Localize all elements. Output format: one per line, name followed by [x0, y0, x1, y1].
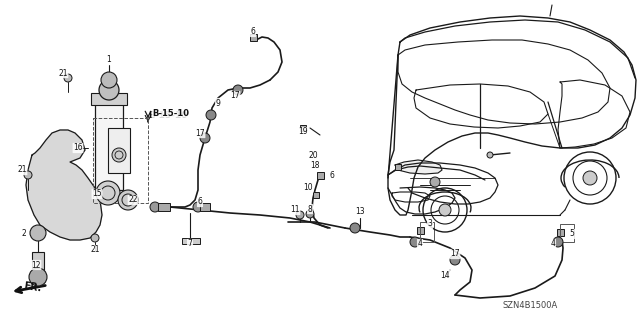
Bar — [95, 100, 123, 190]
Circle shape — [200, 133, 210, 143]
Text: 15: 15 — [92, 189, 102, 198]
Circle shape — [64, 74, 72, 82]
Circle shape — [350, 223, 360, 233]
Text: B-15-10: B-15-10 — [148, 110, 188, 120]
Circle shape — [450, 255, 460, 265]
Bar — [250, 34, 257, 41]
Circle shape — [306, 210, 314, 218]
Text: 2: 2 — [22, 228, 26, 238]
Circle shape — [430, 177, 440, 187]
Circle shape — [112, 148, 126, 162]
Polygon shape — [26, 130, 102, 240]
Circle shape — [101, 72, 117, 88]
Circle shape — [439, 204, 451, 216]
Bar — [300, 125, 306, 131]
Text: 12: 12 — [31, 261, 41, 270]
Circle shape — [206, 110, 216, 120]
Text: B-15-10: B-15-10 — [152, 108, 189, 117]
Text: 17: 17 — [450, 249, 460, 258]
Bar — [395, 164, 401, 170]
Text: 19: 19 — [298, 128, 308, 137]
Text: 6: 6 — [251, 27, 255, 36]
Bar — [182, 238, 200, 244]
Bar — [200, 203, 210, 211]
Circle shape — [96, 181, 120, 205]
Circle shape — [29, 268, 47, 286]
Circle shape — [233, 85, 243, 95]
Text: 22: 22 — [128, 196, 138, 204]
Text: 5: 5 — [570, 229, 575, 239]
Bar — [417, 227, 424, 234]
Bar — [158, 203, 170, 211]
Text: 21: 21 — [90, 246, 100, 255]
Circle shape — [553, 237, 563, 247]
Circle shape — [193, 202, 203, 212]
Circle shape — [30, 225, 46, 241]
Text: 6: 6 — [330, 170, 335, 180]
Bar — [32, 252, 44, 274]
Text: 1: 1 — [107, 56, 111, 64]
Text: 18: 18 — [310, 160, 320, 169]
Circle shape — [150, 202, 160, 212]
Bar — [91, 93, 127, 105]
Bar — [557, 229, 564, 236]
Polygon shape — [395, 160, 442, 174]
Circle shape — [410, 237, 420, 247]
Bar — [560, 224, 574, 242]
Text: 17: 17 — [230, 92, 240, 100]
Text: 21: 21 — [58, 69, 68, 78]
Bar — [93, 118, 148, 203]
Text: 3: 3 — [428, 219, 433, 228]
Circle shape — [118, 190, 138, 210]
Text: 20: 20 — [308, 151, 318, 160]
Circle shape — [99, 80, 119, 100]
Text: SZN4B1500A: SZN4B1500A — [502, 300, 557, 309]
Bar — [420, 222, 434, 242]
Text: 16: 16 — [73, 144, 83, 152]
Text: 13: 13 — [355, 207, 365, 217]
Text: 17: 17 — [195, 129, 205, 137]
Bar — [317, 172, 324, 179]
Text: 8: 8 — [308, 204, 312, 213]
Bar — [108, 128, 130, 173]
Text: 7: 7 — [188, 240, 193, 249]
Bar — [313, 192, 319, 198]
Text: 21: 21 — [17, 166, 27, 174]
Text: FR.: FR. — [22, 281, 42, 293]
Text: 4: 4 — [550, 240, 556, 249]
Text: 4: 4 — [417, 240, 422, 249]
Text: 10: 10 — [303, 183, 313, 192]
Circle shape — [583, 171, 597, 185]
Circle shape — [24, 171, 32, 179]
Text: 9: 9 — [216, 99, 220, 108]
Text: 6: 6 — [198, 197, 202, 206]
Text: 14: 14 — [440, 271, 450, 279]
Circle shape — [91, 234, 99, 242]
Circle shape — [296, 211, 304, 219]
Circle shape — [487, 152, 493, 158]
Text: 11: 11 — [291, 205, 300, 214]
